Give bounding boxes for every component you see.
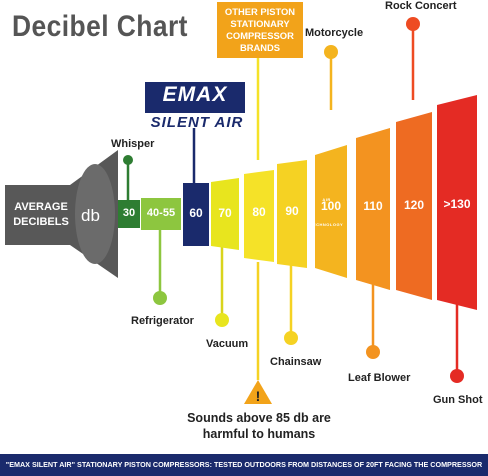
bar-120 [396, 112, 432, 300]
dot-gun-shot [450, 369, 464, 383]
label-rock-concert: Rock Concert [385, 0, 457, 12]
bar-label-40-55: 40-55 [146, 207, 176, 219]
label-vacuum: Vacuum [206, 338, 249, 350]
bar-label-60: 60 [189, 206, 203, 220]
label-refrigerator: Refrigerator [131, 315, 194, 327]
bar-label-70: 70 [218, 206, 232, 220]
callout-line4: BRANDS [239, 42, 281, 53]
bar-label-130: >130 [443, 197, 471, 211]
bar-110 [356, 128, 390, 290]
bar-gt130 [437, 95, 477, 310]
dot-refrigerator [153, 291, 167, 305]
dot-leaf-blower [366, 345, 380, 359]
emax-brand: EMAX [162, 83, 228, 106]
page-title: Decibel Chart [12, 10, 188, 43]
footer-bar: "EMAX SILENT AIR" STATIONARY PISTON COMP… [0, 454, 488, 476]
horn-label-line1: AVERAGE [14, 201, 68, 213]
bar-label-30: 30 [122, 207, 136, 219]
bar-40-55 [141, 198, 181, 230]
bar-label-80: 80 [252, 205, 266, 219]
bar-90 [277, 160, 307, 268]
bar-label-100: 100 [320, 199, 342, 213]
label-motorcycle: Motorcycle [305, 27, 364, 39]
silent-air-label: SILENT AIR [150, 114, 244, 131]
dot-vacuum [215, 313, 229, 327]
bar-70 [211, 178, 239, 250]
warning-icon [244, 380, 272, 404]
label-chainsaw: Chainsaw [270, 356, 322, 368]
other-brands-callout: OTHER PISTON STATIONARY COMPRESSOR BRAND… [217, 2, 303, 58]
dot-motorcycle [324, 45, 338, 59]
dot-rock-concert [406, 17, 420, 31]
emax-sub: AIR TECHNOLOGY [310, 197, 344, 227]
bar-label-90: 90 [285, 204, 299, 218]
horn-label-line2: DECIBELS [13, 216, 69, 228]
bar-30 [118, 200, 140, 228]
svg-text:!: ! [256, 388, 261, 404]
decibel-bars [118, 95, 477, 310]
dot-chainsaw [284, 331, 298, 345]
emax-logo: EMAX AIR TECHNOLOGY [145, 82, 343, 227]
warning-line2: harmful to humans [202, 427, 316, 441]
warning-text: Sounds above 85 db are harmful to humans [184, 410, 334, 442]
footer-text: "EMAX SILENT AIR" STATIONARY PISTON COMP… [5, 460, 483, 469]
label-whisper: Whisper [111, 138, 155, 150]
horn-mouth [75, 164, 115, 264]
bar-60 [183, 183, 209, 246]
bar-label-110: 110 [363, 199, 383, 213]
callout-line1: OTHER PISTON [224, 6, 296, 17]
label-leaf-blower: Leaf Blower [348, 372, 411, 384]
horn-unit: db [81, 206, 100, 225]
bar-100 [315, 145, 347, 278]
dot-whisper [123, 155, 133, 165]
bar-80 [244, 170, 274, 262]
label-gun-shot: Gun Shot [433, 394, 483, 406]
callout-line3: COMPRESSOR [226, 30, 294, 41]
horn-label: AVERAGE DECIBELS [12, 200, 70, 230]
callout-line2: STATIONARY [230, 18, 290, 29]
warning-line1: Sounds above 85 db are [187, 411, 331, 425]
bar-label-120: 120 [403, 198, 425, 212]
